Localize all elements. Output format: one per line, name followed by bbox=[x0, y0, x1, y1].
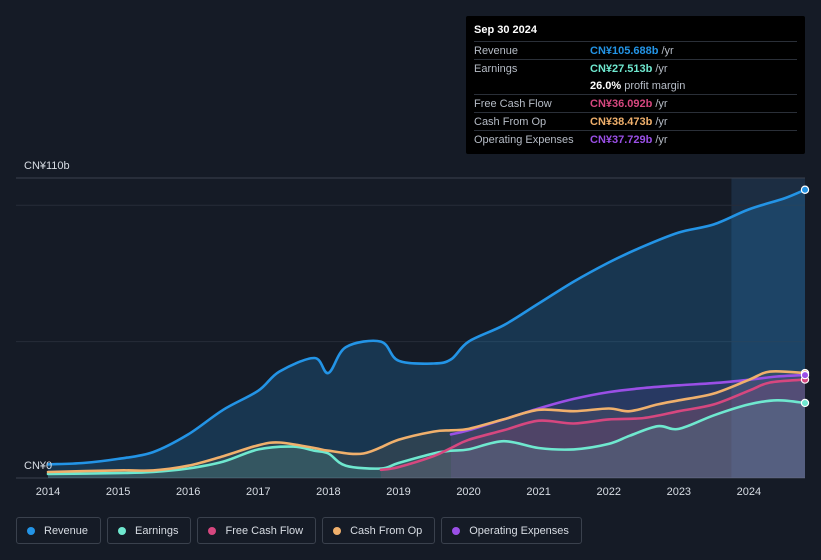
profit-margin-value: 26.0% bbox=[590, 79, 622, 92]
tooltip-unit: /yr bbox=[655, 115, 668, 128]
tooltip-unit: /yr bbox=[655, 62, 668, 75]
x-tick-label: 2022 bbox=[596, 486, 620, 498]
revenue-area bbox=[48, 189, 805, 479]
tooltip-label: Operating Expenses bbox=[474, 133, 574, 146]
legend-dot-icon bbox=[208, 526, 217, 535]
legend-label: Cash From Op bbox=[350, 524, 423, 537]
x-tick-label: 2017 bbox=[246, 486, 270, 498]
tooltip-value: CN¥105.688b bbox=[590, 44, 659, 57]
earnings-end-point bbox=[800, 398, 810, 408]
cfo-line bbox=[46, 370, 807, 474]
tooltip-unit: /yr bbox=[661, 44, 674, 57]
x-tick-label: 2016 bbox=[176, 486, 200, 498]
tooltip-unit: /yr bbox=[655, 97, 668, 110]
legend: Revenue Earnings Free Cash Flow Cash Fro… bbox=[16, 517, 582, 544]
tooltip-label: Cash From Op bbox=[474, 115, 547, 128]
tooltip-row-revenue: Revenue CN¥105.688b /yr bbox=[474, 41, 797, 59]
tooltip-value: CN¥37.729b bbox=[590, 133, 653, 146]
tooltip-value: CN¥36.092b bbox=[590, 97, 653, 110]
tooltip-panel: Sep 30 2024 Revenue CN¥105.688b /yr Earn… bbox=[466, 16, 805, 154]
x-tick-label: 2024 bbox=[737, 486, 761, 498]
tooltip-label: Free Cash Flow bbox=[474, 97, 552, 110]
legend-dot-icon bbox=[118, 526, 127, 535]
revenue-line bbox=[46, 188, 807, 466]
x-tick-label: 2020 bbox=[456, 486, 480, 498]
legend-label: Earnings bbox=[135, 524, 179, 537]
legend-label: Free Cash Flow bbox=[225, 524, 304, 537]
opex-area bbox=[451, 375, 805, 478]
legend-item-free-cash-flow[interactable]: Free Cash Flow bbox=[197, 517, 317, 544]
x-tick-label: 2023 bbox=[667, 486, 691, 498]
cfo-area bbox=[48, 371, 805, 478]
legend-item-operating-expenses[interactable]: Operating Expenses bbox=[441, 517, 582, 544]
legend-label: Operating Expenses bbox=[469, 524, 569, 537]
tooltip-value: CN¥27.513b bbox=[590, 62, 653, 75]
y-axis-top-label: CN¥110b bbox=[24, 160, 70, 172]
tooltip-row-earnings: Earnings CN¥27.513b /yr bbox=[474, 59, 797, 77]
legend-item-cash-from-op[interactable]: Cash From Op bbox=[322, 517, 436, 544]
fcf-line bbox=[379, 378, 807, 472]
highlight-region bbox=[731, 178, 805, 478]
legend-label: Revenue bbox=[44, 524, 89, 537]
revenue-end-point bbox=[800, 185, 810, 194]
x-tick-label: 2019 bbox=[386, 486, 410, 498]
legend-item-revenue[interactable]: Revenue bbox=[16, 517, 102, 544]
legend-item-earnings[interactable]: Earnings bbox=[107, 517, 192, 544]
tooltip-label: Earnings bbox=[474, 62, 518, 75]
opex-end-point bbox=[800, 370, 810, 380]
earnings-area bbox=[48, 400, 805, 478]
x-tick-label: 2021 bbox=[526, 486, 550, 498]
fcf-area bbox=[380, 379, 805, 478]
tooltip-row-cfo: Cash From Op CN¥38.473b /yr bbox=[474, 112, 797, 130]
x-tick-label: 2014 bbox=[36, 486, 60, 498]
legend-dot-icon bbox=[27, 526, 35, 535]
tooltip-row-fcf: Free Cash Flow CN¥36.092b /yr bbox=[474, 94, 797, 112]
profit-margin-suffix: profit margin bbox=[624, 79, 686, 92]
legend-dot-icon bbox=[452, 526, 461, 535]
tooltip-date: Sep 30 2024 bbox=[474, 24, 537, 36]
y-axis-bottom-label: CN¥0 bbox=[24, 460, 53, 472]
tooltip-label: Revenue bbox=[474, 44, 519, 57]
tooltip-row-opex: Operating Expenses CN¥37.729b /yr bbox=[474, 130, 797, 148]
x-tick-label: 2015 bbox=[106, 486, 130, 498]
legend-dot-icon bbox=[333, 526, 342, 535]
tooltip-row-margin: 26.0% profit margin bbox=[474, 77, 797, 94]
x-tick-label: 2018 bbox=[316, 486, 340, 498]
tooltip-value: CN¥38.473b bbox=[590, 115, 653, 128]
tooltip-unit: /yr bbox=[655, 133, 668, 146]
